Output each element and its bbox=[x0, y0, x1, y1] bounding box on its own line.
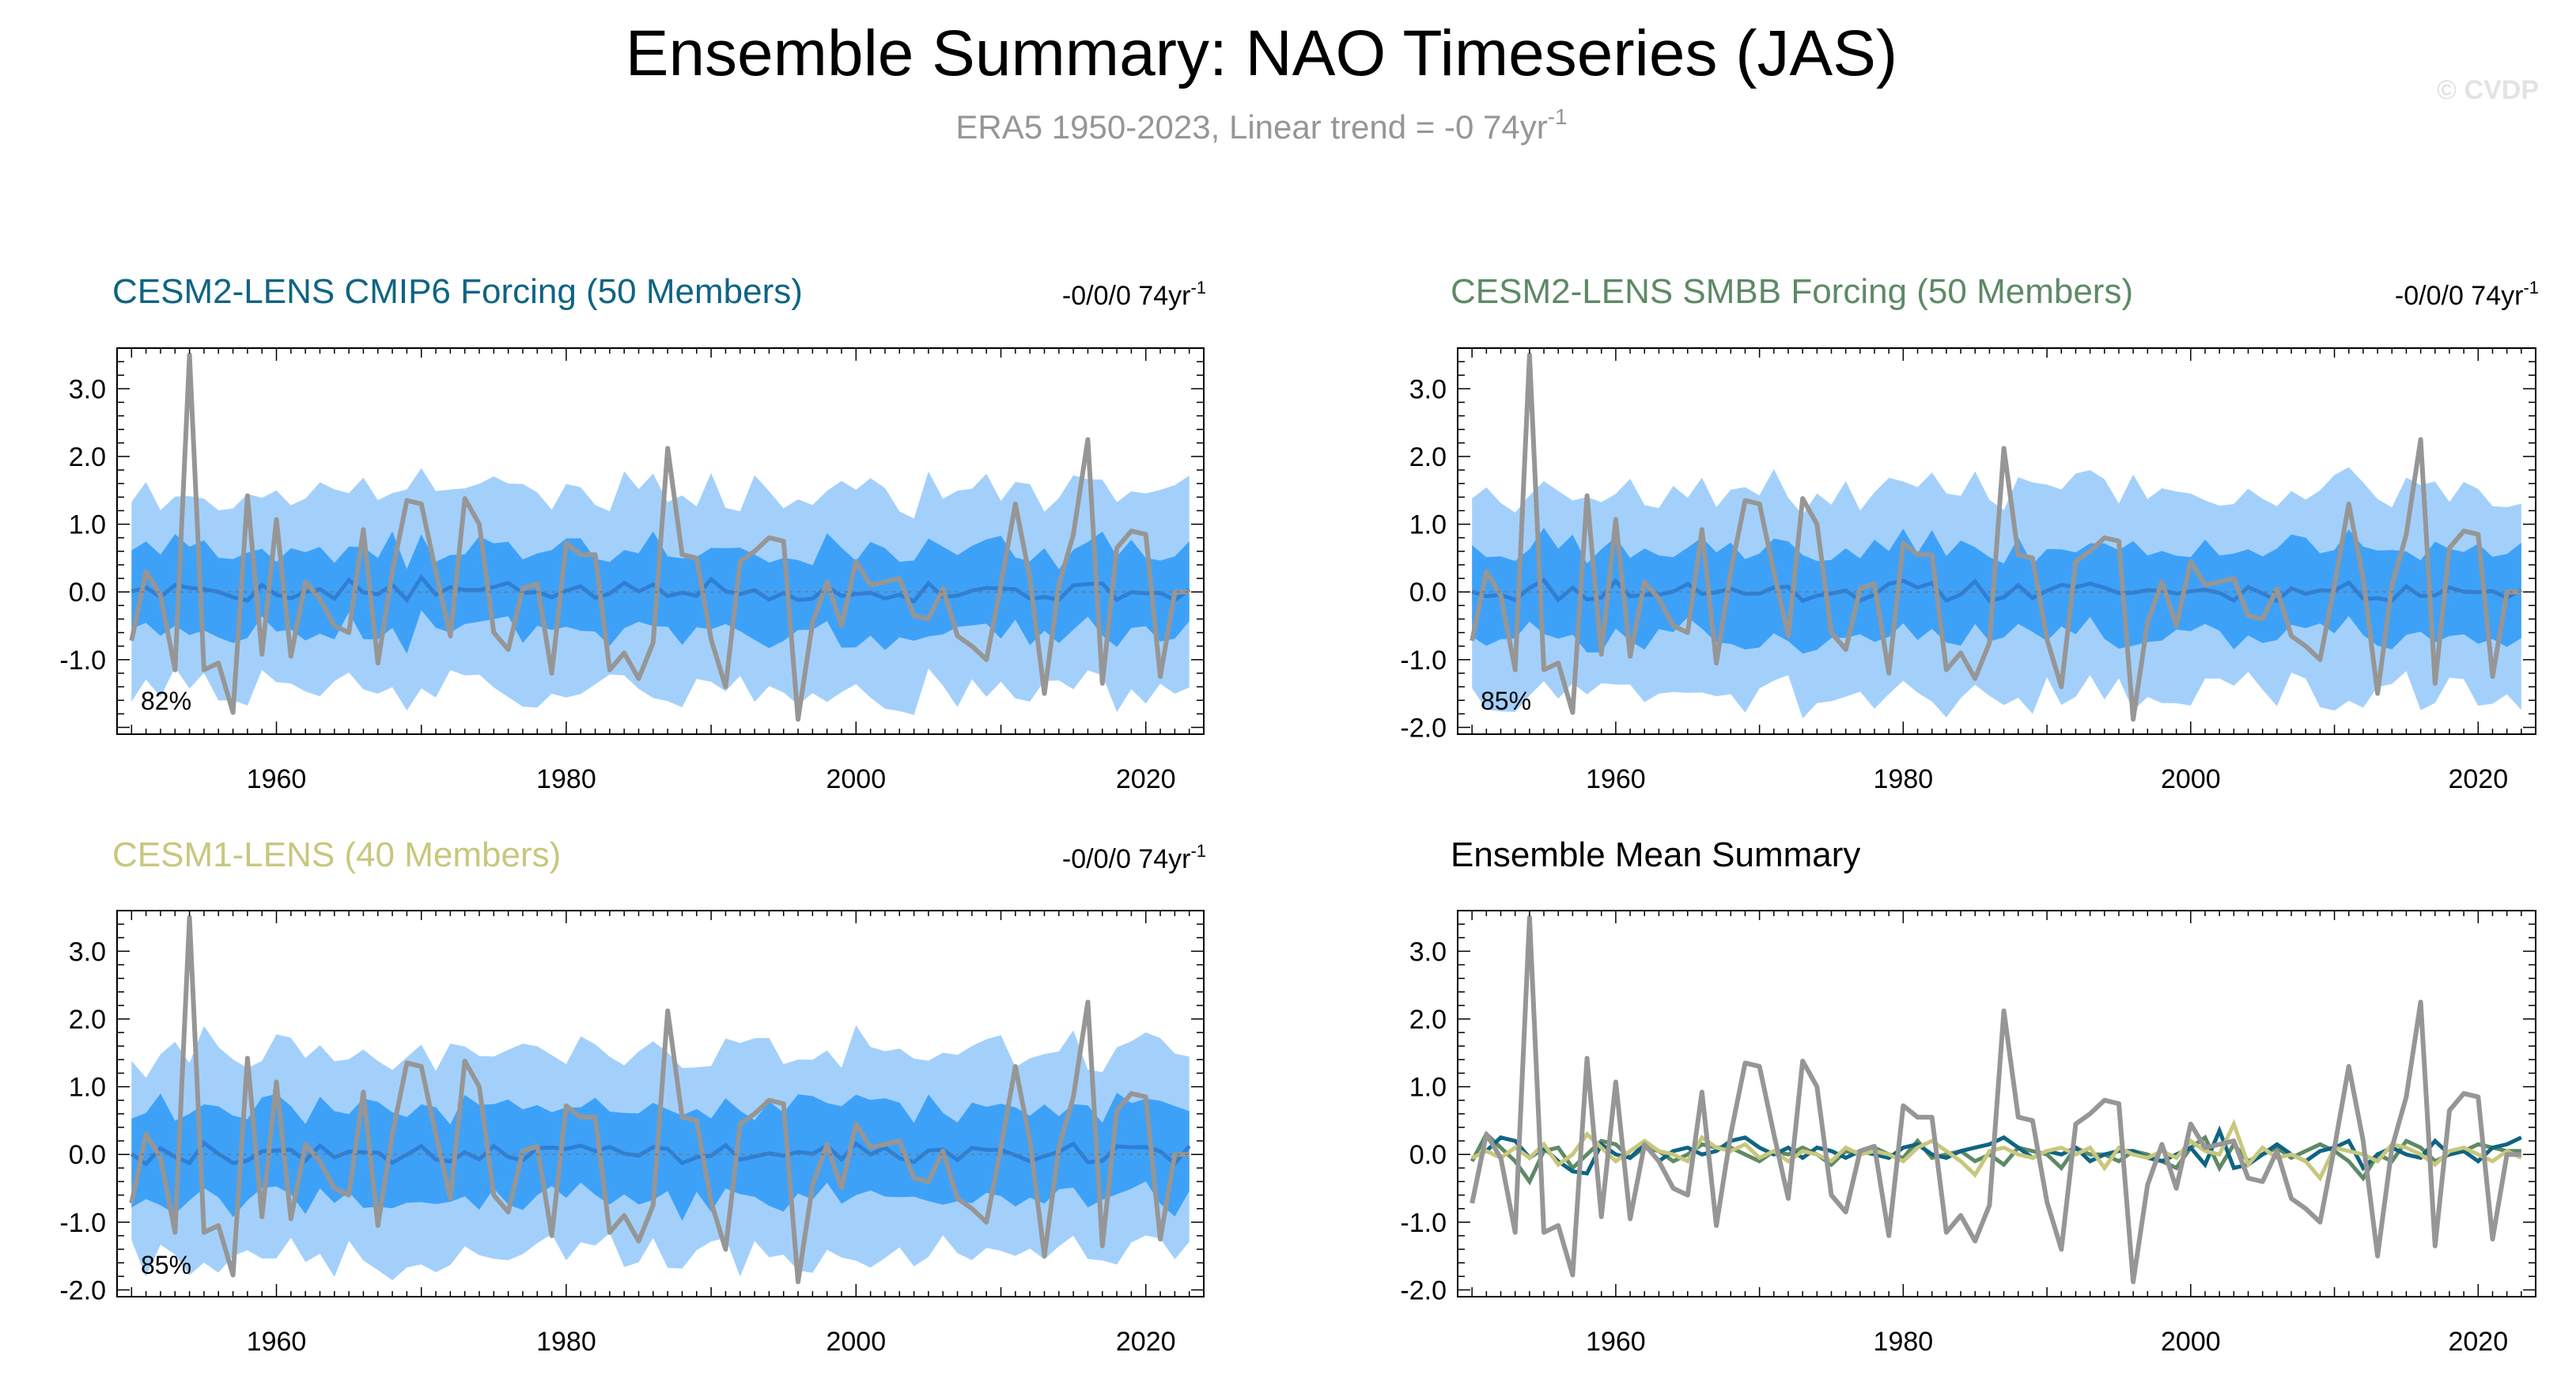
smbb-y-tick-label: 0.0 bbox=[1409, 578, 1447, 608]
summary-x-tick-label: 1980 bbox=[1874, 1327, 1934, 1357]
cmip6-y-tick-label: -1.0 bbox=[59, 646, 106, 676]
summary-cesm1-line bbox=[1471, 1119, 2522, 1182]
cesm1-y-tick-label: 1.0 bbox=[69, 1073, 106, 1103]
smbb-x-tick-label: 1980 bbox=[1874, 764, 1934, 794]
cesm1-x-tick-label: 2000 bbox=[826, 1327, 886, 1357]
cmip6-x-tick-label: 1980 bbox=[536, 764, 596, 794]
cmip6-observed-line bbox=[129, 352, 1190, 722]
cmip6-plot-frame bbox=[116, 347, 1205, 735]
summary-plot-frame bbox=[1457, 910, 2536, 1297]
panel-cesm1-trend: -0/0/0 74yr-1 bbox=[1062, 841, 1206, 874]
panel-smbb: 3.0 2.0 1.0 0.0 -1.0 -2.0 1960 1980 2000 2020 bbox=[1400, 347, 2536, 794]
smbb-observed-line bbox=[1470, 352, 2521, 722]
summary-y-tick-label: -1.0 bbox=[1400, 1208, 1447, 1238]
summary-y-tick-label: 3.0 bbox=[1409, 937, 1447, 967]
cesm1-y-tick-label: 0.0 bbox=[69, 1140, 106, 1170]
cmip6-y-tick-label: 2.0 bbox=[69, 442, 106, 472]
smbb-x-tick-label: 1960 bbox=[1586, 764, 1646, 794]
smbb-y-tick-label: -2.0 bbox=[1400, 713, 1447, 743]
summary-y-tick-label: 2.0 bbox=[1409, 1005, 1447, 1035]
panel-summary: 3.0 2.0 1.0 0.0 -1.0 -2.0 1960 1980 2000 2020 bbox=[1400, 910, 2536, 1357]
panel-cesm1: 3.0 2.0 1.0 0.0 -1.0 -2.0 1960 1980 2000 2020 bbox=[59, 910, 1205, 1357]
summary-observed-line bbox=[1470, 915, 2521, 1285]
smbb-y-tick-label: 1.0 bbox=[1409, 510, 1447, 540]
panel-cesm1-percent: 85% bbox=[141, 1251, 191, 1279]
cesm1-x-tick-label: 1960 bbox=[247, 1327, 307, 1357]
smbb-y-tick-label: -1.0 bbox=[1400, 646, 1447, 676]
cmip6-x-tick-label: 1960 bbox=[247, 764, 307, 794]
cmip6-y-tick-label: 3.0 bbox=[69, 374, 106, 404]
panel-summary-title: Ensemble Mean Summary bbox=[1451, 835, 1860, 874]
smbb-x-tick-label: 2020 bbox=[2448, 764, 2508, 794]
cesm1-x-tick-label: 1980 bbox=[536, 1327, 596, 1357]
figure-subtitle: ERA5 1950-2023, Linear trend = -0 74yr-1 bbox=[955, 104, 1567, 146]
smbb-y-tick-label: 3.0 bbox=[1409, 374, 1447, 404]
panel-smbb-percent: 85% bbox=[1481, 687, 1531, 715]
panel-smbb-trend: -0/0/0 74yr-1 bbox=[2395, 278, 2539, 311]
panel-cmip6-trend: -0/0/0 74yr-1 bbox=[1062, 278, 1206, 311]
watermark: © CVDP bbox=[2437, 75, 2539, 105]
cmip6-y-tick-label: 1.0 bbox=[69, 510, 106, 540]
summary-y-tick-label: -2.0 bbox=[1400, 1275, 1447, 1305]
figure-title: Ensemble Summary: NAO Timeseries (JAS) bbox=[626, 17, 1898, 89]
cesm1-observed-line bbox=[129, 915, 1190, 1285]
summary-y-tick-label: 0.0 bbox=[1409, 1140, 1447, 1170]
cmip6-x-tick-label: 2000 bbox=[826, 764, 886, 794]
summary-y-tick-label: 1.0 bbox=[1409, 1073, 1447, 1103]
summary-x-tick-label: 1960 bbox=[1586, 1327, 1646, 1357]
cesm1-plot-frame bbox=[116, 910, 1205, 1297]
smbb-ensemble-mean-line bbox=[1471, 577, 2523, 604]
summary-x-tick-label: 2020 bbox=[2448, 1327, 2508, 1357]
panel-cesm1-title: CESM1-LENS (40 Members) bbox=[112, 835, 561, 874]
panel-cmip6: 3.0 2.0 1.0 0.0 -1.0 1960 1980 2000 2020 bbox=[59, 347, 1205, 794]
panel-cmip6-percent: 82% bbox=[141, 687, 191, 715]
cesm1-x-tick-label: 2020 bbox=[1116, 1327, 1176, 1357]
cesm1-y-tick-label: 3.0 bbox=[69, 937, 106, 967]
cesm1-y-tick-label: -2.0 bbox=[59, 1275, 106, 1305]
panel-cmip6-title: CESM2-LENS CMIP6 Forcing (50 Members) bbox=[112, 272, 803, 311]
panel-smbb-title: CESM2-LENS SMBB Forcing (50 Members) bbox=[1451, 272, 2133, 311]
cesm1-y-tick-label: 2.0 bbox=[69, 1005, 106, 1035]
smbb-plot-frame bbox=[1457, 347, 2536, 735]
summary-x-tick-label: 2000 bbox=[2161, 1327, 2221, 1357]
cesm1-y-tick-label: -1.0 bbox=[59, 1208, 106, 1238]
smbb-x-tick-label: 2000 bbox=[2161, 764, 2221, 794]
smbb-y-tick-label: 2.0 bbox=[1409, 442, 1447, 472]
cmip6-y-tick-label: 0.0 bbox=[69, 578, 106, 608]
cmip6-x-tick-label: 2020 bbox=[1116, 764, 1176, 794]
